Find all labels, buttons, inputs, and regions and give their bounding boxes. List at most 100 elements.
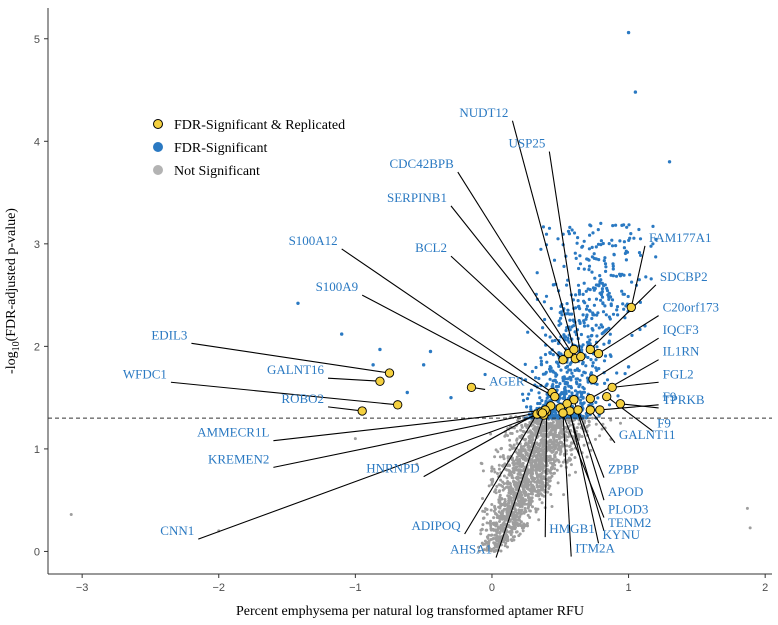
fdr-significant-point: [591, 361, 595, 365]
not-significant-point: [542, 420, 546, 424]
fdr-significant-point: [574, 306, 578, 310]
fdr-significant-point: [585, 313, 589, 317]
not-significant-point: [512, 426, 516, 430]
not-significant-point: [528, 516, 532, 519]
fdr-significant-point: [615, 305, 620, 309]
not-significant-point: [594, 437, 597, 441]
not-significant-point: [564, 438, 568, 442]
not-significant-point: [493, 455, 497, 459]
fdr-significant-point: [483, 372, 487, 377]
not-significant-point: [520, 501, 524, 504]
leader-line: [273, 409, 546, 442]
not-significant-point: [540, 434, 544, 437]
not-significant-point: [542, 494, 546, 498]
x-tick-label: −1: [349, 582, 362, 594]
not-significant-point: [535, 475, 539, 479]
fdr-significant-point: [605, 378, 610, 382]
not-significant-point: [585, 455, 589, 459]
fdr-significant-point: [575, 241, 579, 245]
fdr-significant-point: [544, 384, 548, 388]
fdr-significant-point: [529, 388, 534, 392]
gene-label-serpinb1: SERPINB1: [387, 190, 447, 205]
fdr-significant-point: [594, 297, 599, 301]
not-significant-point: [511, 447, 514, 450]
fdr-significant-point: [551, 369, 555, 373]
gene-label-sdcbp2: SDCBP2: [660, 269, 708, 284]
fdr-significant-point: [590, 255, 595, 259]
not-significant-point: [499, 523, 503, 527]
gene-label-ammecr1l: AMMECR1L: [197, 425, 269, 440]
fdr-significant-point: [566, 336, 570, 340]
fdr-significant-point: [614, 223, 618, 227]
fdr-significant-point: [599, 221, 603, 225]
not-significant-point: [538, 430, 542, 434]
fdr-significant-point: [600, 281, 605, 285]
fdr-significant-point: [596, 311, 600, 315]
not-significant-point: [553, 431, 557, 435]
replicated-point: [393, 400, 403, 410]
fdr-significant-point: [544, 370, 548, 374]
fdr-significant-point: [574, 377, 578, 381]
fdr-significant-point: [534, 376, 538, 380]
fdr-significant-point: [555, 385, 559, 389]
not-significant-point: [745, 506, 749, 510]
not-significant-point: [506, 545, 509, 549]
not-significant-point: [540, 440, 544, 444]
gene-label-tprkb: TPRKB: [663, 392, 705, 407]
fdr-significant-point: [599, 243, 603, 247]
not-significant-point: [565, 460, 569, 464]
not-significant-point: [529, 438, 532, 442]
not-significant-point: [594, 422, 598, 426]
y-tick-label: 4: [34, 136, 40, 148]
fdr-significant-point: [615, 308, 619, 312]
gene-label-galnt11: GALNT11: [619, 427, 676, 442]
not-significant-point: [577, 432, 580, 436]
leader-line: [589, 284, 657, 350]
not-significant-point: [518, 518, 521, 522]
not-significant-point: [548, 438, 552, 442]
leader-line: [548, 151, 582, 357]
fdr-significant-point: [625, 225, 629, 229]
not-significant-point: [534, 468, 537, 472]
fdr-significant-point: [568, 362, 572, 366]
fdr-significant-point: [577, 385, 581, 389]
fdr-significant-point: [601, 301, 605, 305]
fdr-significant-point: [542, 300, 547, 304]
fdr-significant-point: [582, 319, 586, 323]
fdr-significant-point: [558, 311, 562, 315]
not-significant-point: [549, 461, 553, 465]
fdr-significant-point: [589, 334, 593, 338]
fdr-significant-point: [564, 366, 568, 370]
y-tick-label: 0: [34, 546, 40, 558]
not-significant-point: [505, 510, 509, 514]
fdr-significant-point: [559, 392, 563, 396]
replicated-point: [593, 348, 604, 359]
leader-line: [328, 377, 380, 382]
not-significant-point: [554, 425, 557, 429]
not-significant-point: [494, 512, 498, 516]
fdr-significant-point: [576, 236, 580, 240]
fdr-significant-point: [596, 228, 600, 232]
fdr-significant-point: [527, 392, 531, 396]
fdr-significant-point: [571, 374, 575, 378]
not-significant-point: [69, 513, 73, 517]
fdr-significant-point: [604, 265, 608, 269]
not-significant-point: [487, 484, 491, 488]
replicated-point: [573, 405, 583, 415]
not-significant-point: [523, 492, 527, 496]
not-significant-point: [503, 500, 507, 504]
not-significant-point: [509, 444, 513, 448]
fdr-significant-point: [590, 316, 594, 321]
gene-label-apod: APOD: [608, 484, 643, 499]
not-significant-point: [498, 493, 502, 497]
not-significant-point: [524, 485, 528, 489]
fdr-significant-point: [557, 364, 561, 368]
leader-line: [361, 294, 556, 398]
fdr-significant-point: [570, 228, 574, 232]
gene-label-nudt12: NUDT12: [459, 105, 508, 120]
not-significant-point: [549, 457, 553, 461]
not-significant-point: [509, 533, 513, 537]
not-significant-point: [619, 421, 622, 425]
fdr-significant-point: [611, 312, 616, 316]
